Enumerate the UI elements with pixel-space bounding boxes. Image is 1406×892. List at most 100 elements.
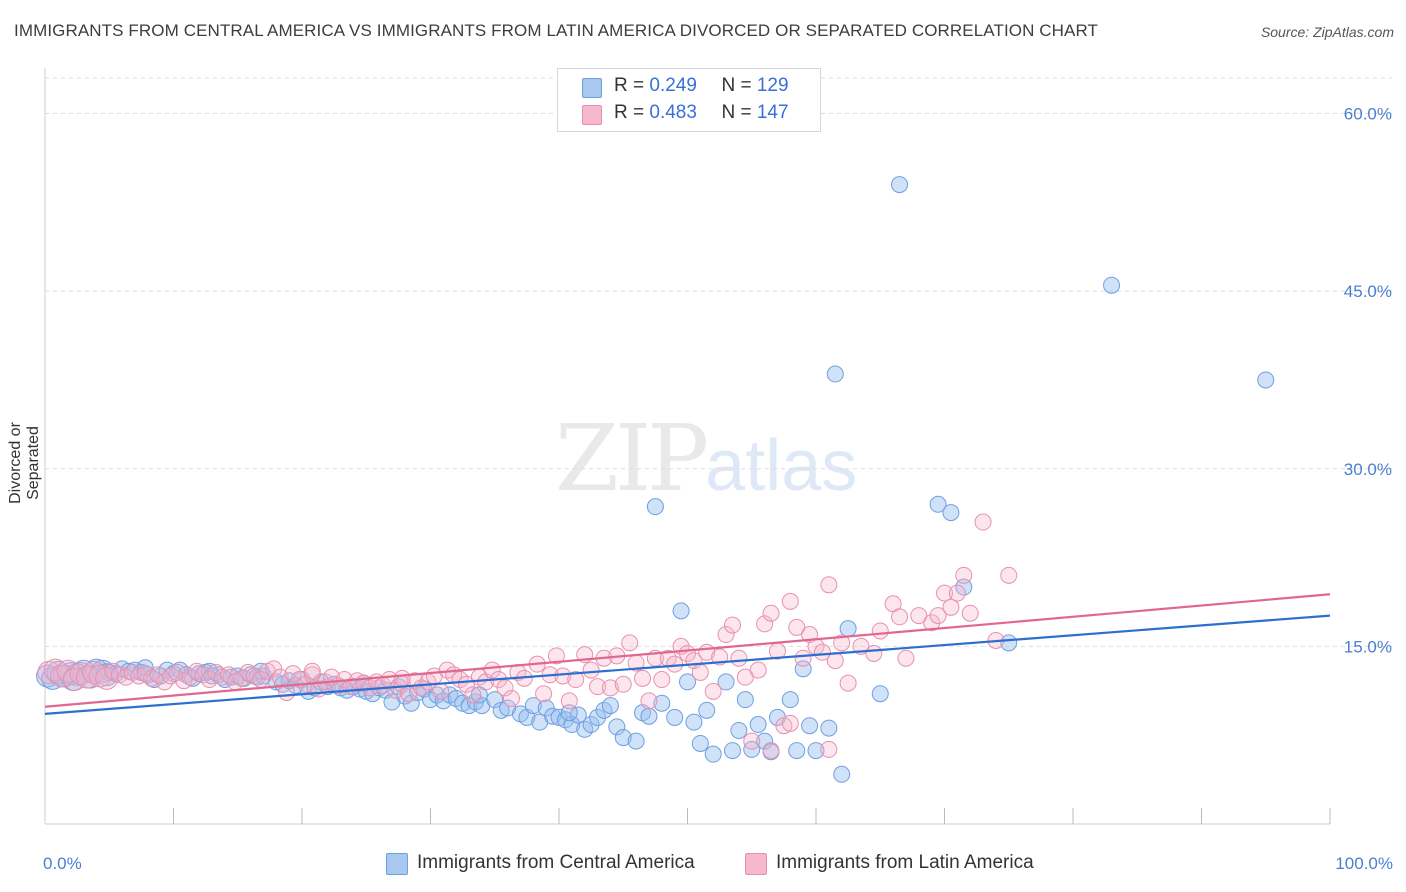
data-point-central-america [486, 691, 504, 709]
data-point-latin-america [826, 652, 844, 670]
data-point-central-america [679, 673, 696, 691]
data-point-latin-america [974, 513, 992, 531]
data-point-latin-america [781, 714, 799, 732]
data-point-central-america [749, 716, 767, 734]
watermark-atlas: atlas [705, 426, 858, 506]
legend-r-value: 0.249 [649, 75, 697, 96]
data-point-latin-america [554, 667, 572, 685]
bottom-legend-swatch-pink [745, 853, 767, 875]
data-point-central-america [833, 765, 851, 783]
data-point-latin-america [736, 668, 754, 686]
data-point-central-america [736, 691, 754, 709]
correlation-legend: R = 0.249 N = 129 R = 0.483 N = 147 [557, 68, 821, 132]
data-point-latin-america [923, 614, 941, 632]
data-point-latin-america [614, 675, 632, 693]
data-point-central-america [704, 745, 722, 763]
data-point-latin-america [691, 663, 709, 681]
data-point-latin-america [948, 584, 966, 602]
trend-layer [44, 593, 1331, 715]
bottom-legend-swatch-blue [386, 853, 408, 875]
data-point-latin-america [756, 615, 774, 633]
data-point-latin-america [813, 643, 831, 661]
data-point-latin-america [653, 671, 671, 689]
data-point-central-america [402, 694, 420, 712]
data-point-latin-america [749, 661, 767, 679]
data-point-latin-america [535, 685, 553, 703]
legend-r-value: 0.483 [649, 102, 697, 123]
source-label: Source: ZipAtlas.com [1260, 24, 1394, 40]
chart-title: IMMIGRANTS FROM CENTRAL AMERICA VS IMMIG… [14, 21, 1099, 40]
data-point-central-america [1257, 371, 1275, 389]
data-point-central-america [820, 719, 838, 737]
data-point-central-america [646, 498, 664, 516]
data-point-latin-america [589, 678, 607, 696]
data-point-latin-america [621, 634, 639, 652]
trend-line-central-america [44, 614, 1331, 715]
data-point-latin-america [502, 689, 520, 707]
legend-n-label: N = [721, 102, 757, 123]
data-point-latin-america [50, 664, 74, 688]
data-point-central-america [756, 732, 774, 750]
data-point-latin-america [794, 649, 812, 667]
data-point-central-america [685, 713, 703, 731]
data-point-central-america [871, 685, 889, 703]
data-point-central-america [614, 729, 632, 747]
data-point-central-america [627, 732, 645, 750]
data-point-latin-america [839, 674, 857, 692]
data-point-central-america [544, 707, 562, 725]
data-point-latin-america [547, 647, 565, 665]
data-point-latin-america [111, 666, 129, 684]
data-point-central-america [929, 495, 947, 513]
data-point-central-america [582, 716, 600, 734]
data-point-latin-america [284, 665, 302, 683]
data-point-central-america [826, 365, 844, 383]
data-point-central-america [730, 721, 748, 739]
data-point-latin-america [69, 662, 93, 686]
legend-n-value: 129 [756, 75, 789, 96]
legend-swatch-blue [582, 78, 602, 98]
data-point-latin-america [634, 669, 652, 687]
data-point-latin-america [929, 607, 947, 625]
data-point-latin-america [730, 649, 748, 667]
data-point-latin-america [743, 732, 761, 750]
data-point-central-america [653, 694, 671, 712]
data-point-central-america [781, 691, 799, 709]
data-point-latin-america [936, 584, 953, 602]
x-tick-label: 0.0% [43, 854, 82, 873]
data-point-central-america [942, 504, 960, 522]
bottom-legend-label-blue: Immigrants from Central America [417, 852, 695, 873]
data-point-central-america [601, 697, 619, 715]
grid-layer [45, 77, 1392, 647]
watermark: ZIPatlas [555, 405, 857, 512]
data-point-latin-america [955, 566, 973, 584]
data-point-latin-america [601, 679, 619, 697]
data-point-latin-america [567, 671, 585, 689]
data-point-latin-america [483, 661, 501, 679]
bottom-legend-label-pink: Immigrants from Latin America [776, 852, 1034, 873]
data-point-central-america [801, 717, 819, 735]
data-point-latin-america [560, 692, 578, 710]
legend-text-pink: R = 0.483 N = 147 [614, 102, 789, 124]
data-point-central-america [807, 742, 825, 760]
data-point-central-america [955, 578, 973, 596]
data-point-central-america [492, 701, 510, 719]
data-point-central-america [608, 718, 626, 736]
data-point-latin-america [200, 671, 218, 689]
data-point-latin-america [723, 616, 741, 634]
y-axis-label: Divorced or Separated [7, 422, 42, 504]
data-point-latin-america [865, 644, 883, 662]
data-point-central-america [666, 708, 684, 726]
data-point-latin-america [75, 665, 99, 689]
legend-r-label: R = [614, 102, 650, 123]
data-point-latin-america [788, 618, 806, 636]
data-point-latin-america [181, 668, 199, 686]
data-point-central-america [691, 734, 709, 752]
data-point-latin-america [891, 608, 909, 626]
data-point-latin-america [640, 692, 658, 710]
data-point-latin-america [704, 682, 722, 700]
data-point-latin-america [220, 666, 238, 684]
data-point-latin-america [910, 607, 928, 625]
data-point-central-america [717, 673, 735, 691]
y-tick-label: 30.0% [1344, 460, 1392, 479]
